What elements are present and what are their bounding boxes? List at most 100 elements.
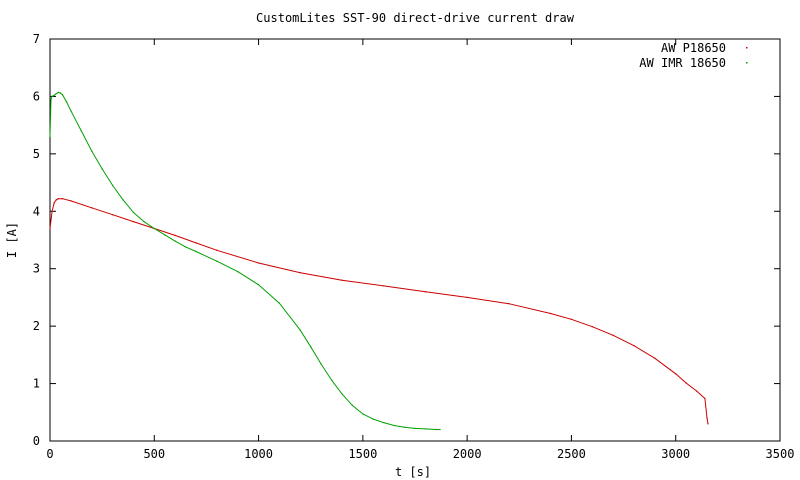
data-point (195, 250, 197, 253)
y-tick-label: 7 (33, 32, 40, 46)
data-point (216, 249, 218, 251)
data-point (51, 210, 53, 212)
data-point (310, 346, 312, 348)
data-point (195, 242, 197, 244)
data-point (55, 199, 57, 201)
data-point (112, 184, 114, 186)
x-tick-label: 2000 (453, 447, 482, 461)
data-point (439, 428, 441, 431)
data-point (320, 363, 322, 365)
data-point (66, 101, 68, 103)
x-tick-label: 0 (46, 447, 53, 461)
data-point (59, 92, 61, 94)
data-point (404, 426, 406, 428)
data-point (70, 110, 72, 112)
data-point (675, 373, 677, 375)
legend-label: AW P18650 (661, 41, 726, 55)
data-point (70, 200, 72, 202)
data-point (414, 427, 416, 429)
plot-frame (49, 38, 781, 442)
data-point (50, 98, 52, 100)
data-point (237, 271, 239, 273)
x-tick-label: 1000 (244, 447, 273, 461)
data-point (424, 291, 426, 293)
data-point (278, 302, 280, 304)
data-series-layer (49, 91, 709, 431)
data-point (591, 326, 593, 328)
y-tick-label: 0 (33, 434, 40, 448)
data-point (372, 418, 374, 420)
legend-swatch (746, 62, 748, 64)
data-point (654, 357, 656, 359)
y-tick-label: 1 (33, 377, 40, 391)
data-point (704, 397, 706, 400)
data-point (101, 168, 103, 170)
data-point (49, 136, 51, 138)
data-point (51, 95, 53, 97)
data-point (258, 262, 260, 264)
data-point (696, 390, 698, 392)
data-point (633, 345, 635, 347)
series-trace (49, 198, 709, 424)
data-point (53, 94, 55, 96)
data-point (299, 329, 301, 331)
data-point (174, 240, 176, 242)
data-point (132, 211, 134, 213)
series-aw-p18650 (49, 198, 709, 425)
data-point (258, 284, 260, 286)
data-point (612, 334, 614, 336)
x-tick-label: 3500 (766, 447, 795, 461)
data-point (570, 318, 572, 320)
data-point (435, 428, 437, 431)
data-point (91, 207, 93, 209)
data-point (49, 227, 51, 230)
data-point (550, 312, 552, 315)
data-point (706, 417, 708, 419)
data-point (61, 94, 64, 96)
data-point (341, 393, 343, 395)
data-point (122, 199, 124, 201)
data-point (61, 198, 64, 200)
data-point (57, 91, 59, 93)
x-tick-label: 2500 (557, 447, 586, 461)
data-point (164, 234, 166, 236)
data-point (80, 130, 82, 132)
data-point (299, 272, 301, 274)
data-point (53, 202, 55, 204)
data-point (341, 279, 343, 281)
x-axis-label: t [s] (395, 465, 431, 479)
data-point (112, 214, 114, 216)
data-point (383, 422, 385, 424)
data-point (216, 260, 218, 262)
axis-tick-labels: 0 500 1000 1500 2000 2500 3000 3500 0 1 2 3 4 5 6 7 (33, 32, 795, 461)
y-tick-label: 3 (33, 262, 40, 276)
data-point (685, 382, 687, 384)
data-point (91, 150, 93, 152)
data-point (351, 404, 353, 406)
data-point (424, 428, 426, 430)
data-point (153, 227, 155, 230)
data-point (362, 413, 364, 415)
x-tick-label: 1500 (348, 447, 377, 461)
x-tick-label: 500 (143, 447, 165, 461)
data-point (132, 221, 134, 223)
data-point (383, 285, 385, 287)
data-point (185, 246, 187, 248)
data-point (143, 221, 145, 223)
x-tick-label: 3000 (661, 447, 690, 461)
data-point (466, 296, 468, 298)
data-point (331, 379, 333, 381)
data-point (508, 303, 510, 305)
y-tick-label: 5 (33, 147, 40, 161)
axis-ticks (49, 38, 781, 442)
data-point (57, 198, 59, 200)
data-point (393, 424, 395, 427)
legend-label: AW IMR 18650 (639, 56, 726, 70)
data-point (174, 234, 176, 236)
y-tick-label: 4 (33, 204, 40, 218)
y-tick-label: 2 (33, 319, 40, 333)
y-axis-label: I [A] (5, 222, 19, 258)
data-point (707, 423, 709, 425)
